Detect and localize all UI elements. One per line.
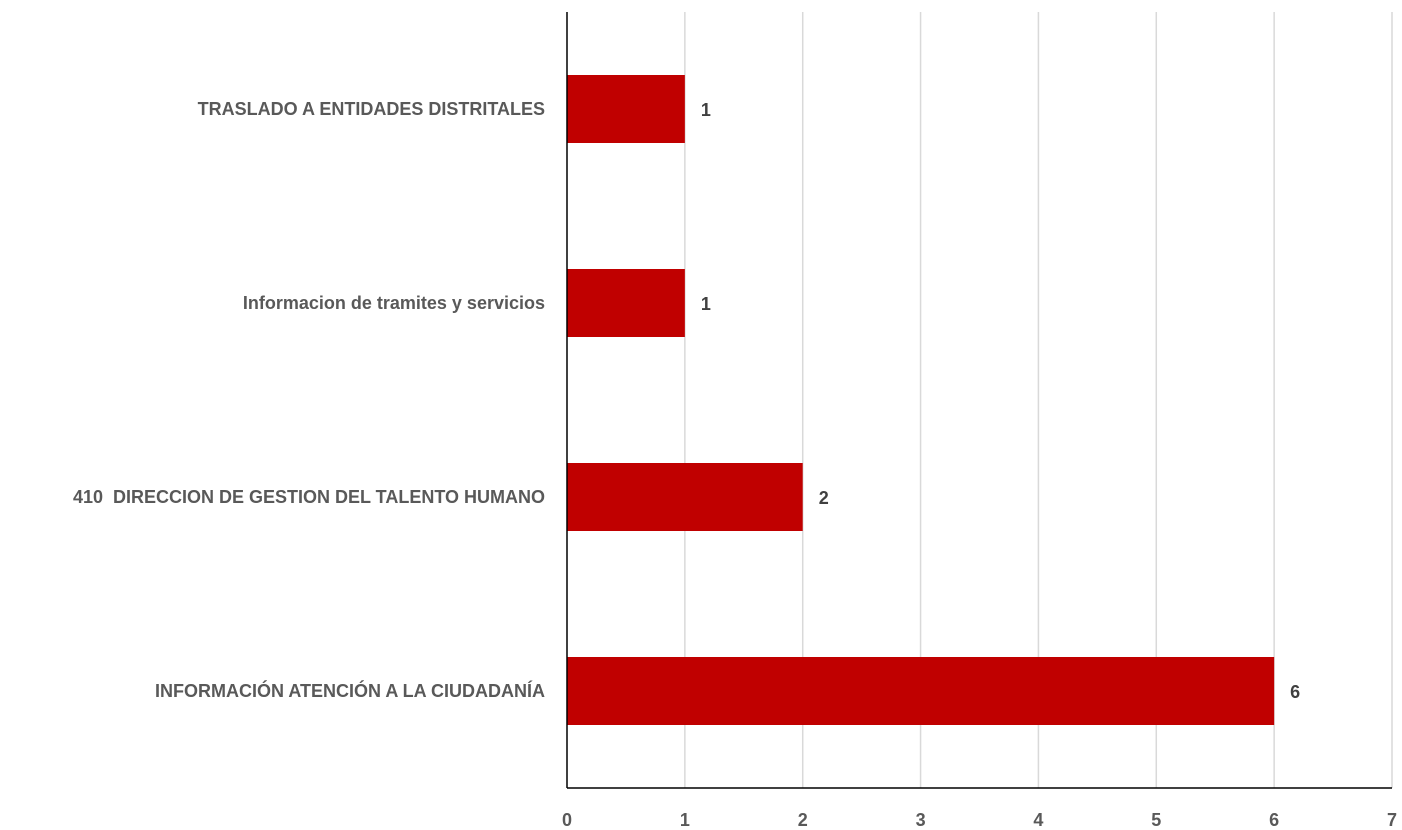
bar — [567, 269, 685, 337]
category-label: Informacion de tramites y servicios — [243, 293, 545, 313]
bar — [567, 75, 685, 143]
category-label: TRASLADO A ENTIDADES DISTRITALES — [198, 99, 545, 119]
category-label: INFORMACIÓN ATENCIÓN A LA CIUDADANÍA — [155, 680, 545, 701]
category-label: 410 DIRECCION DE GESTION DEL TALENTO HUM… — [73, 487, 545, 507]
x-tick-label: 0 — [562, 810, 572, 830]
data-label: 1 — [701, 100, 711, 120]
category-labels: TRASLADO A ENTIDADES DISTRITALES Informac… — [73, 99, 545, 701]
tick-labels: 0 1 2 3 4 5 6 7 — [562, 810, 1397, 830]
x-tick-label: 6 — [1269, 810, 1279, 830]
data-label: 6 — [1290, 682, 1300, 702]
data-label: 1 — [701, 294, 711, 314]
x-tick-label: 5 — [1151, 810, 1161, 830]
data-labels: 1 1 2 6 — [701, 100, 1300, 702]
x-tick-label: 4 — [1033, 810, 1043, 830]
bar — [567, 463, 803, 531]
bar — [567, 657, 1275, 725]
x-tick-label: 1 — [680, 810, 690, 830]
x-tick-label: 3 — [916, 810, 926, 830]
x-tick-label: 2 — [798, 810, 808, 830]
data-label: 2 — [819, 488, 829, 508]
bars — [567, 75, 1275, 725]
x-tick-label: 7 — [1387, 810, 1397, 830]
axes — [566, 12, 1392, 789]
gridlines — [684, 12, 1393, 788]
